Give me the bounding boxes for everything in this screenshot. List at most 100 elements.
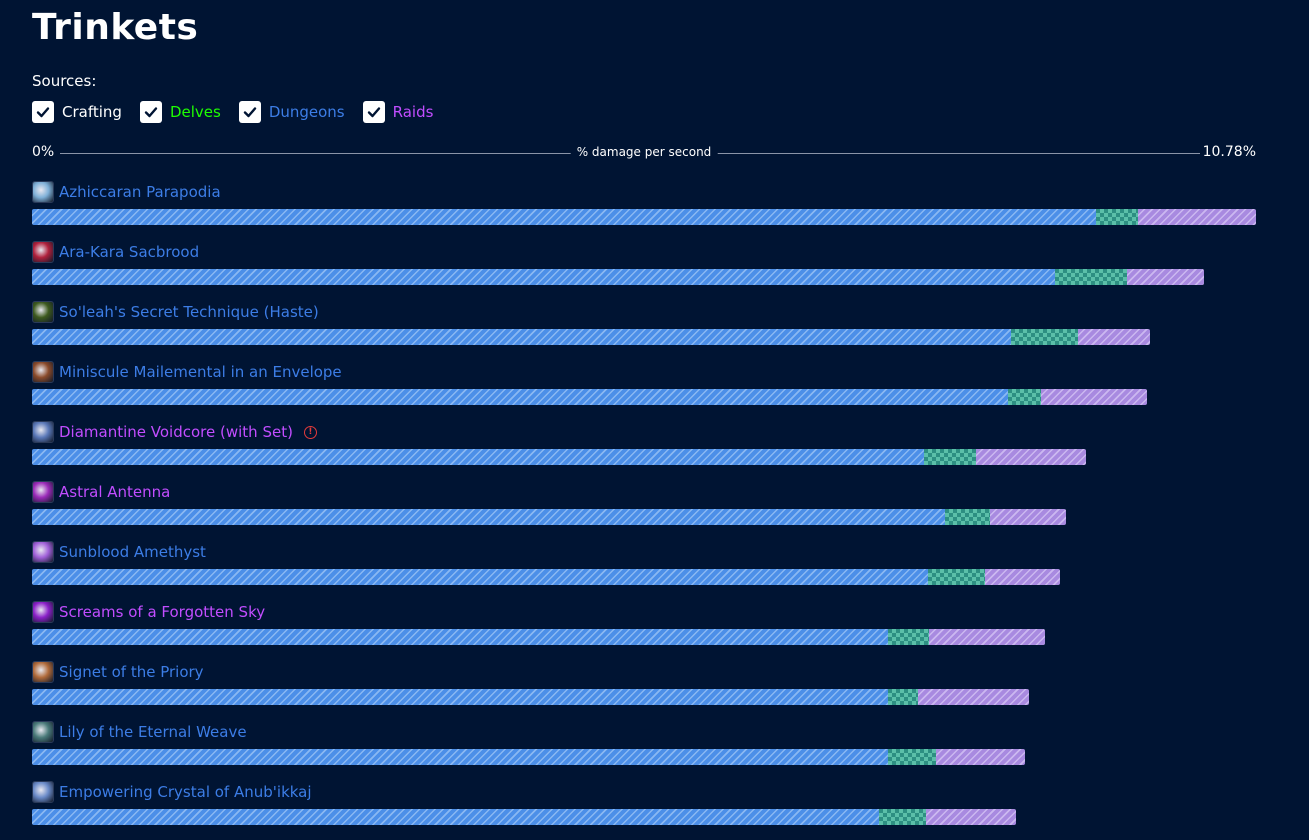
checkbox-dungeons[interactable] [238, 101, 261, 123]
signet-icon [32, 661, 54, 683]
dps-bar[interactable] [32, 389, 1147, 405]
sources-label: Sources: [32, 72, 97, 90]
dps-bar[interactable] [32, 329, 1151, 345]
voidcore-icon [32, 421, 54, 443]
bar-segment-mid [888, 629, 929, 645]
envelope-icon [32, 361, 54, 383]
bar-segment-base [32, 329, 1011, 345]
axis-title: % damage per second [570, 145, 718, 159]
trinket-row: Diamantine Voidcore (with Set)! [32, 420, 1256, 480]
crystal-icon [32, 781, 54, 803]
chart-axis: 0% % damage per second 10.78% [32, 143, 1256, 163]
trinket-header: Miniscule Mailemental in an Envelope [32, 360, 1256, 384]
dps-bar[interactable] [32, 449, 1086, 465]
bar-segment-mid [1008, 389, 1042, 405]
sacbrood-icon [32, 241, 54, 263]
dps-bar[interactable] [32, 509, 1067, 525]
bar-segment-mid [1055, 269, 1127, 285]
trinket-row: So'leah's Secret Technique (Haste) [32, 300, 1256, 360]
checkbox-raids[interactable] [362, 101, 385, 123]
trinket-name[interactable]: Screams of a Forgotten Sky [59, 603, 266, 621]
dps-bar[interactable] [32, 629, 1045, 645]
trinket-header: Ara-Kara Sacbrood [32, 240, 1256, 264]
trinket-name[interactable]: Miniscule Mailemental in an Envelope [59, 363, 342, 381]
bar-segment-mid [944, 509, 991, 525]
bar-segment-mid [924, 449, 976, 465]
bar-segment-base [32, 689, 889, 705]
trinket-header: Astral Antenna [32, 480, 1256, 504]
trinket-header: Lily of the Eternal Weave [32, 720, 1256, 744]
technique-icon [32, 301, 54, 323]
bar-segment-base [32, 209, 1096, 225]
trinket-name[interactable]: Empowering Crystal of Anub'ikkaj [59, 783, 312, 801]
dps-bar[interactable] [32, 749, 1026, 765]
azhiccaran-icon [32, 181, 54, 203]
trinket-name[interactable]: Azhiccaran Parapodia [59, 183, 221, 201]
check-icon [36, 107, 50, 118]
antenna-icon [32, 481, 54, 503]
filter-delves[interactable]: Delves [139, 101, 221, 123]
source-filters: Crafting Delves Dungeons Raids [32, 101, 433, 123]
dps-bar[interactable] [32, 209, 1256, 225]
bar-segment-mid [1095, 209, 1138, 225]
trinket-header: Azhiccaran Parapodia [32, 180, 1256, 204]
trinket-row: Sunblood Amethyst [32, 540, 1256, 600]
dps-bar[interactable] [32, 689, 1029, 705]
bar-segment-top [1077, 329, 1151, 345]
trinket-name[interactable]: Ara-Kara Sacbrood [59, 243, 200, 261]
axis-min-label: 0% [32, 144, 55, 160]
bar-segment-top [917, 689, 1029, 705]
bar-segment-top [1126, 269, 1204, 285]
trinket-header: Screams of a Forgotten Sky [32, 600, 1256, 624]
trinket-row: Empowering Crystal of Anub'ikkaj [32, 780, 1256, 840]
filter-dungeons[interactable]: Dungeons [238, 101, 345, 123]
bar-segment-base [32, 269, 1056, 285]
trinket-header: Sunblood Amethyst [32, 540, 1256, 564]
trinket-name[interactable]: Signet of the Priory [59, 663, 204, 681]
check-icon [243, 107, 257, 118]
checkbox-delves[interactable] [139, 101, 162, 123]
warning-icon[interactable]: ! [303, 425, 317, 439]
trinket-name[interactable]: Astral Antenna [59, 483, 171, 501]
filter-label: Raids [392, 103, 434, 121]
filter-raids[interactable]: Raids [362, 101, 434, 123]
filter-label: Delves [169, 103, 221, 121]
bar-segment-mid [927, 569, 985, 585]
amethyst-icon [32, 541, 54, 563]
lily-icon [32, 721, 54, 743]
trinket-name[interactable]: So'leah's Secret Technique (Haste) [59, 303, 319, 321]
bar-segment-base [32, 809, 880, 825]
trinket-row: Signet of the Priory [32, 660, 1256, 720]
bar-segment-top [928, 629, 1045, 645]
bar-segment-top [1041, 389, 1147, 405]
bar-segment-mid [1010, 329, 1078, 345]
bar-segment-mid [888, 689, 918, 705]
bar-segment-top [990, 509, 1067, 525]
trinket-name[interactable]: Lily of the Eternal Weave [59, 723, 247, 741]
bar-segment-top [975, 449, 1086, 465]
trinket-row: Azhiccaran Parapodia [32, 180, 1256, 240]
checkbox-crafting[interactable] [32, 101, 54, 123]
trinket-row: Lily of the Eternal Weave [32, 720, 1256, 780]
bar-segment-base [32, 629, 889, 645]
dps-bar[interactable] [32, 569, 1060, 585]
trinket-list: Azhiccaran Parapodia Ara-Kara Sacbrood So'… [32, 180, 1256, 840]
trinket-row: Ara-Kara Sacbrood [32, 240, 1256, 300]
trinket-name[interactable]: Diamantine Voidcore (with Set) [59, 423, 293, 441]
bar-segment-base [32, 389, 1009, 405]
trinket-row: Astral Antenna [32, 480, 1256, 540]
bar-segment-mid [888, 749, 936, 765]
bar-segment-top [1137, 209, 1256, 225]
page-title: Trinkets [32, 7, 199, 48]
bar-segment-top [935, 749, 1026, 765]
dps-bar[interactable] [32, 809, 1017, 825]
trinket-header: So'leah's Secret Technique (Haste) [32, 300, 1256, 324]
trinket-header: Diamantine Voidcore (with Set)! [32, 420, 1256, 444]
filter-crafting[interactable]: Crafting [32, 101, 122, 123]
trinket-name[interactable]: Sunblood Amethyst [59, 543, 206, 561]
dps-bar[interactable] [32, 269, 1204, 285]
bar-segment-top [925, 809, 1017, 825]
check-icon [144, 107, 158, 118]
axis-max-label: 10.78% [1202, 144, 1256, 160]
check-icon [367, 107, 380, 118]
